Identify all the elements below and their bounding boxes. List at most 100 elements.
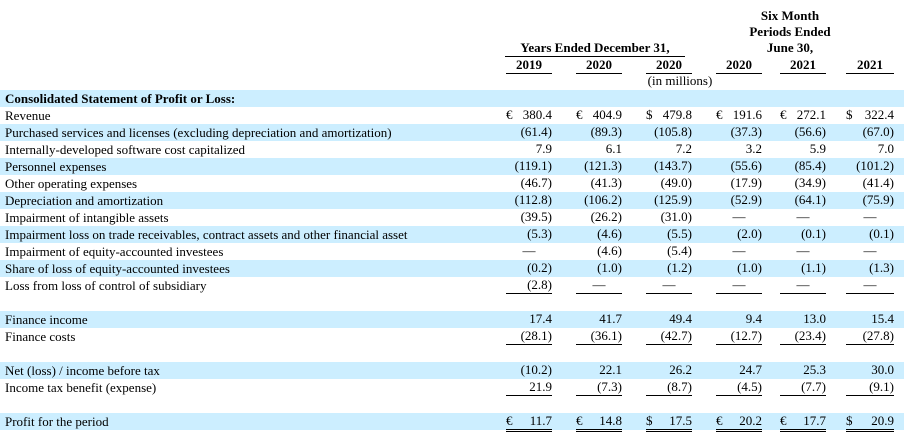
value-number: 3.2	[745, 141, 762, 156]
value-number: 7.0	[877, 141, 894, 156]
value-number: (0.1)	[869, 226, 894, 241]
value-cell: (101.2)	[846, 158, 894, 174]
value-cell: 21.9	[506, 379, 552, 396]
value-number: (5.4)	[667, 243, 692, 258]
value-cell: 49.4	[646, 311, 692, 327]
value-number: —	[863, 209, 877, 224]
row-personnel-expenses: Personnel expenses (119.1) (121.3) (143.7) (…	[0, 158, 904, 175]
value-number: (56.6)	[794, 124, 826, 139]
value-number: 21.9	[529, 379, 552, 394]
value-number: (46.7)	[520, 175, 552, 190]
value-number: (8.7)	[667, 379, 692, 394]
value-number: (4.6)	[597, 226, 622, 241]
value-number: 5.9	[809, 141, 826, 156]
value-number: (7.3)	[597, 379, 622, 394]
value-number: (7.7)	[801, 379, 826, 394]
value-cell: €380.4	[506, 107, 552, 123]
currency-symbol: $	[846, 413, 853, 428]
row-software-capitalized: Internally-developed software cost capit…	[0, 141, 904, 158]
value-cell: (10.2)	[506, 362, 552, 378]
year-header-4: 2020	[716, 57, 762, 74]
value-number: 380.4	[522, 107, 552, 122]
value-number: (106.2)	[584, 192, 622, 207]
row-label: Revenue	[5, 108, 51, 123]
row-revenue: Revenue €380.4 €404.9 $479.8 €191.6 €272.1 $32…	[0, 107, 904, 124]
section-title: Consolidated Statement of Profit or Loss…	[5, 91, 236, 106]
value-number: (37.3)	[730, 124, 762, 139]
value-cell: (9.1)	[846, 379, 894, 396]
currency-symbol: €	[506, 413, 513, 428]
value-cell: 26.2	[646, 362, 692, 378]
value-cell: (75.9)	[846, 192, 894, 208]
row-label: Personnel expenses	[5, 159, 107, 174]
value-cell: —	[506, 243, 552, 259]
value-number: 20.2	[739, 413, 762, 428]
value-cell: (5.3)	[506, 226, 552, 242]
value-cell: —	[716, 277, 762, 294]
value-cell: 7.2	[646, 141, 692, 157]
currency-symbol: $	[646, 107, 653, 122]
value-number: (1.0)	[597, 260, 622, 275]
row-loss-of-control: Loss from loss of control of subsidiary (…	[0, 277, 904, 294]
value-cell: (23.4)	[780, 328, 826, 345]
row-label: Finance income	[5, 312, 88, 327]
value-number: (28.1)	[520, 328, 552, 343]
value-number: —	[522, 243, 536, 258]
value-cell: (7.3)	[576, 379, 622, 396]
value-cell: (5.4)	[646, 243, 692, 259]
value-cell: (36.1)	[576, 328, 622, 345]
value-number: 20.9	[871, 413, 894, 428]
value-number: —	[732, 277, 746, 292]
row-label: Purchased services and licenses (excludi…	[5, 125, 392, 140]
value-number: (112.8)	[514, 192, 552, 207]
value-number: (41.4)	[862, 175, 894, 190]
value-cell: (143.7)	[646, 158, 692, 174]
value-number: (121.3)	[584, 158, 622, 173]
six-month-header-line2: Periods Ended	[749, 24, 831, 39]
value-cell: 5.9	[780, 141, 826, 157]
year-header-6: 2021	[846, 57, 894, 74]
value-number: 17.7	[803, 413, 826, 428]
value-number: —	[796, 277, 810, 292]
currency-symbol: $	[646, 413, 653, 428]
value-number: 22.1	[599, 362, 622, 377]
value-cell: (0.1)	[780, 226, 826, 242]
value-cell: 41.7	[576, 311, 622, 327]
value-number: (1.2)	[667, 260, 692, 275]
value-cell: (4.6)	[576, 243, 622, 259]
value-cell: (41.3)	[576, 175, 622, 191]
value-number: (34.9)	[794, 175, 826, 190]
value-cell: $20.9	[846, 413, 894, 432]
value-cell: (7.7)	[780, 379, 826, 396]
value-cell: —	[780, 277, 826, 294]
value-cell: 3.2	[716, 141, 762, 157]
value-cell: (17.9)	[716, 175, 762, 191]
currency-symbol: €	[716, 413, 723, 428]
value-number: (23.4)	[794, 328, 826, 343]
row-label: Finance costs	[5, 329, 76, 344]
value-cell: (42.7)	[646, 328, 692, 345]
value-cell: —	[576, 277, 622, 294]
value-cell: (0.2)	[506, 260, 552, 276]
value-cell: (8.7)	[646, 379, 692, 396]
value-number: 479.8	[662, 107, 692, 122]
value-number: 404.9	[592, 107, 622, 122]
value-number: (17.9)	[730, 175, 762, 190]
currency-symbol: €	[576, 413, 583, 428]
value-cell: 15.4	[846, 311, 894, 327]
value-cell: (1.3)	[846, 260, 894, 276]
year-header-5: 2021	[780, 57, 826, 74]
value-cell: (4.5)	[716, 379, 762, 396]
value-number: —	[863, 277, 877, 292]
value-cell: (64.1)	[780, 192, 826, 208]
value-number: (27.8)	[862, 328, 894, 343]
currency-symbol: $	[846, 107, 853, 122]
value-cell: —	[846, 243, 894, 259]
row-label: Impairment loss on trade receivables, co…	[5, 227, 408, 242]
value-number: —	[592, 277, 606, 292]
value-number: 7.9	[535, 141, 552, 156]
six-month-header-line3: June 30,	[766, 40, 814, 55]
row-impairment-investees: Impairment of equity-accounted investees…	[0, 243, 904, 260]
value-number: 322.4	[864, 107, 894, 122]
value-cell: (12.7)	[716, 328, 762, 345]
